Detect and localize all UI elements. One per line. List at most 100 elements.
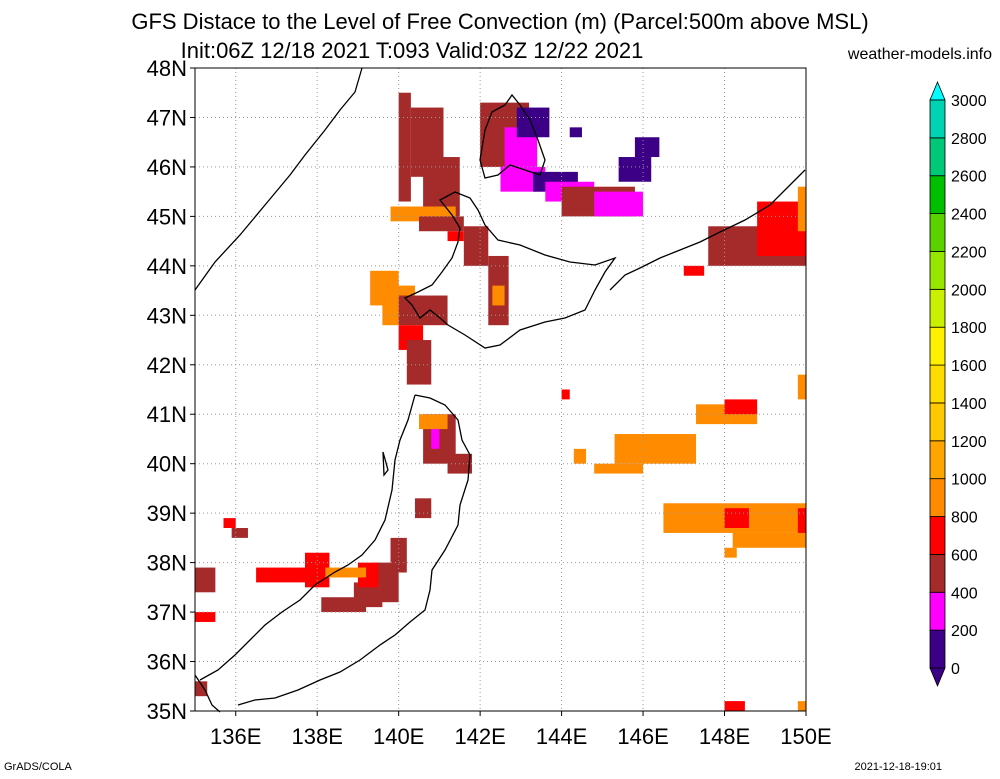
lat-label: 47N [147, 105, 187, 130]
lfc-cell [414, 498, 432, 519]
colorbar-label: 200 [951, 623, 978, 640]
colorbar-segment [929, 288, 946, 328]
coast-small-island [382, 451, 389, 477]
lat-label: 46N [147, 155, 187, 180]
lat-tick-labels: 35N 36N 37N 38N 39N 40N 41N 42N 43N 44N 45N 46N 47N 4… [147, 56, 195, 724]
colorbar-segment [929, 478, 946, 517]
colorbar-segment [929, 554, 946, 593]
colorbar-label: 400 [951, 585, 978, 602]
lat-label: 36N [147, 650, 187, 675]
colorbar-label: 3000 [951, 93, 987, 110]
colorbar-label: 2200 [951, 244, 987, 261]
lfc-cell [195, 681, 208, 697]
lfc-cell [398, 295, 448, 326]
colorbar: 0 200 400 600 800 1000 1200 1400 1600 1800 2000 220… [929, 80, 987, 688]
lfc-cell [797, 374, 806, 400]
lfc-cell [724, 508, 749, 528]
lfc-fields [195, 92, 806, 711]
colorbar-segment [929, 516, 946, 555]
lfc-cell [231, 527, 248, 538]
lfc-cell [223, 518, 236, 528]
lfc-cell [594, 463, 644, 474]
colorbar-label: 2800 [951, 131, 987, 148]
colorbar-label: 1600 [951, 358, 987, 375]
colorbar-segment [929, 591, 946, 631]
lfc-cell [797, 701, 806, 711]
colorbar-segment [929, 440, 946, 480]
colorbar-label: 1800 [951, 320, 987, 337]
lon-label: 144E [536, 724, 587, 749]
lon-label: 138E [292, 724, 343, 749]
colorbar-label: 1400 [951, 396, 987, 413]
lat-label: 39N [147, 501, 187, 526]
colorbar-label: 800 [951, 510, 978, 527]
lon-label: 150E [780, 724, 831, 749]
colorbar-min-arrow [929, 667, 946, 688]
lfc-cell [419, 216, 464, 232]
colorbar-segment [929, 213, 946, 252]
plot-frame [194, 67, 807, 712]
lfc-cell [797, 508, 806, 538]
colorbar-label: 0 [951, 661, 960, 678]
footer-right: 2021-12-18-19:01 [854, 761, 942, 773]
colorbar-segment [929, 175, 946, 215]
colorbar-segment [929, 99, 946, 139]
lon-label: 146E [617, 724, 668, 749]
colorbar-segment [929, 402, 946, 442]
lfc-cell [321, 597, 367, 613]
lat-label: 43N [147, 303, 187, 328]
colorbar-label: 2000 [951, 282, 987, 299]
lat-label: 48N [147, 56, 187, 81]
lfc-cell [724, 701, 745, 711]
chart-title: GFS Distace to the Level of Free Convect… [131, 9, 869, 34]
lat-label: 42N [147, 353, 187, 378]
lfc-cell [431, 429, 440, 449]
lfc-cell [683, 265, 705, 276]
colorbar-segment [929, 137, 946, 177]
colorbar-segment [929, 364, 946, 404]
colorbar-label: 1200 [951, 434, 987, 451]
lfc-cell [569, 127, 582, 138]
coastline [194, 67, 806, 713]
colorbar-label: 1000 [951, 472, 987, 489]
credit-text: weather-models.info [847, 46, 992, 63]
lfc-cell [561, 389, 570, 400]
colorbar-label: 2400 [951, 207, 987, 224]
lon-tick-labels: 136E 138E 140E 142E 144E 146E 148E 150E [210, 711, 832, 749]
lat-label: 40N [147, 452, 187, 477]
lon-label: 142E [454, 724, 505, 749]
lfc-cell [594, 191, 644, 217]
lfc-cell [406, 340, 432, 385]
coast-honshu-west [199, 394, 416, 681]
lfc-cell [256, 567, 310, 583]
lat-label: 35N [147, 699, 187, 724]
lfc-cell [634, 137, 660, 158]
colorbar-segment [929, 629, 946, 669]
lfc-cell [614, 434, 697, 464]
lat-label: 45N [147, 204, 187, 229]
coast-asia [194, 67, 363, 291]
coast-kyushu [194, 674, 221, 713]
colorbar-segment [929, 251, 946, 290]
lfc-cell [195, 612, 216, 622]
lfc-cell [398, 92, 411, 202]
chart-subtitle: Init:06Z 12/18 2021 T:093 Valid:03Z 12/2… [180, 38, 644, 63]
lat-label: 37N [147, 600, 187, 625]
lfc-cell [724, 399, 758, 415]
lfc-cell [447, 231, 464, 242]
lfc-cell [724, 547, 737, 558]
lfc-cell [516, 107, 550, 138]
lfc-cell [419, 414, 448, 430]
lfc-cell [195, 567, 216, 593]
coast-sakhalin [479, 93, 546, 179]
coast-kurils [609, 169, 806, 291]
lon-label: 136E [210, 724, 261, 749]
lfc-cell [492, 285, 505, 306]
lfc-cell [797, 186, 806, 232]
colorbar-max-arrow [929, 80, 946, 101]
colorbar-label: 600 [951, 547, 978, 564]
lon-label: 148E [699, 724, 750, 749]
lfc-cell [618, 157, 652, 182]
lfc-cell [325, 567, 367, 578]
